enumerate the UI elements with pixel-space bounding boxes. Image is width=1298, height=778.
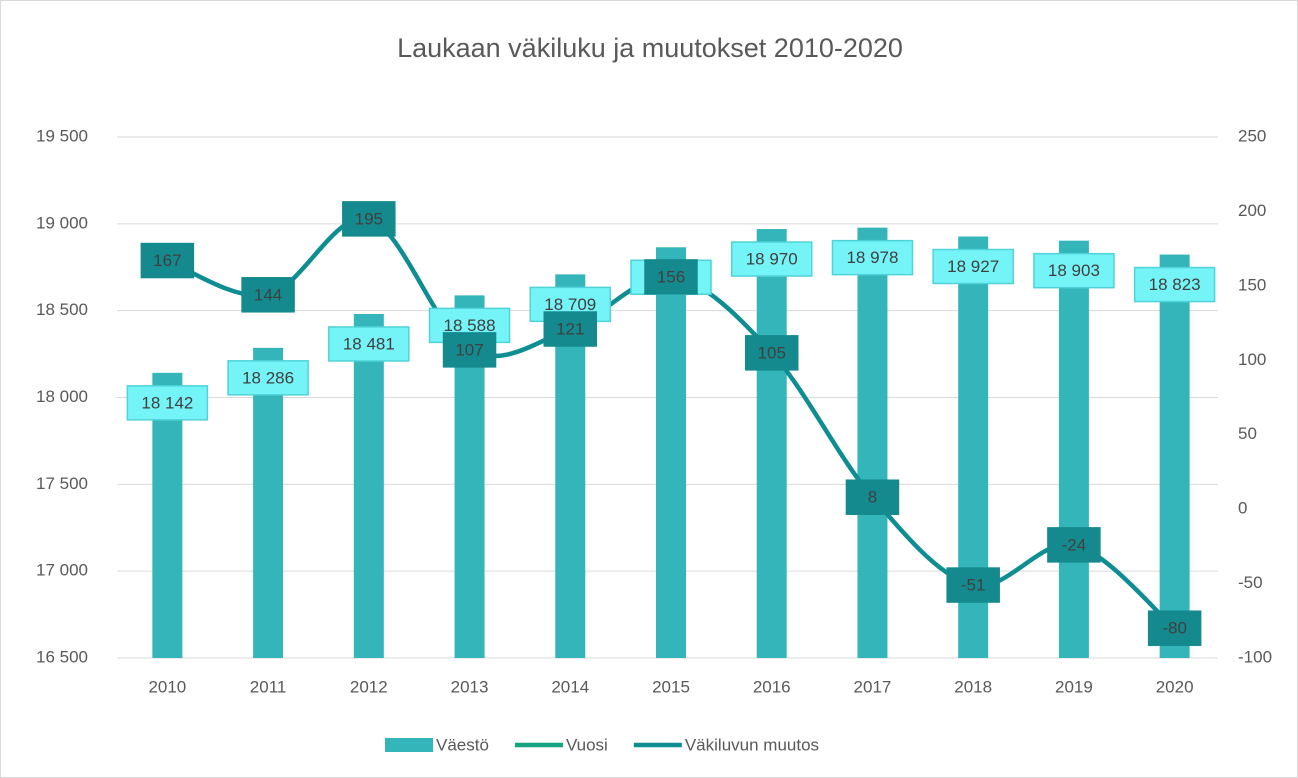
data-label: 18 286: [242, 368, 294, 387]
data-label-box: [644, 259, 698, 295]
y2-tick-label: 200: [1238, 201, 1266, 220]
chart-title: Laukaan väkiluku ja muutokset 2010-2020: [397, 33, 903, 63]
data-label: 121: [556, 320, 584, 339]
legend-item: Väestö: [385, 735, 489, 754]
data-label-box: [543, 311, 598, 347]
y-tick-label: 19 500: [36, 126, 88, 145]
x-tick-label: 2017: [854, 677, 892, 696]
y2-tick-label: 0: [1238, 499, 1247, 518]
bar: [756, 229, 787, 658]
y2-tick-label: -100: [1238, 647, 1272, 666]
y-tick-label: 17 000: [36, 561, 88, 580]
data-label: 8: [868, 488, 877, 507]
data-label: 167: [153, 251, 181, 270]
data-label: 18 588: [444, 316, 496, 335]
legend-label: Väestö: [436, 735, 489, 754]
x-tick-label: 2018: [954, 677, 992, 696]
data-label: 144: [254, 285, 282, 304]
data-label-box: [442, 332, 497, 368]
data-label-box: [730, 241, 813, 277]
x-tick-label: 2012: [350, 677, 388, 696]
y2-tick-label: 50: [1238, 424, 1257, 443]
data-label-box: [1047, 527, 1101, 563]
legend-swatch: [385, 738, 433, 752]
data-label: -80: [1162, 619, 1187, 638]
bar: [1058, 240, 1089, 658]
data-label-box: [241, 277, 295, 313]
data-label-box: [342, 201, 396, 237]
data-label-box: [946, 567, 1000, 603]
data-label-box: [845, 479, 900, 515]
data-label-box: [140, 242, 195, 279]
y2-tick-label: 100: [1238, 350, 1266, 369]
data-label: 107: [455, 340, 483, 359]
y-tick-label: 18 500: [36, 300, 88, 319]
bar: [656, 247, 686, 659]
data-label: 18 481: [343, 334, 395, 353]
x-tick-label: 2015: [652, 677, 690, 696]
data-label-box: [1033, 252, 1115, 289]
data-label: 195: [355, 209, 383, 228]
data-label-box: [227, 360, 309, 396]
y-tick-label: 16 500: [36, 647, 88, 666]
x-tick-label: 2020: [1156, 677, 1194, 696]
y2-tick-label: 250: [1238, 126, 1266, 145]
x-tick-label: 2011: [250, 677, 287, 696]
data-label-box: [328, 326, 410, 362]
legend-label: Vuosi: [566, 735, 608, 754]
legend-label: Väkiluvun muutos: [685, 735, 819, 754]
data-label-box: [744, 335, 799, 371]
data-label-box: [1147, 610, 1202, 646]
bar: [1159, 254, 1190, 658]
data-label-box: [831, 239, 914, 276]
data-label: -51: [961, 576, 986, 595]
data-label: 18 970: [746, 250, 798, 269]
data-label-box: [1133, 266, 1216, 303]
data-label: 18 709: [544, 295, 596, 314]
data-label: -24: [1062, 535, 1087, 554]
bar: [857, 227, 888, 659]
data-label: 156: [657, 267, 685, 286]
data-label-box: [932, 248, 1014, 285]
data-label: 18 978: [846, 248, 898, 267]
y2-tick-label: 150: [1238, 275, 1266, 294]
data-label: 18 823: [1149, 275, 1201, 294]
legend-item: Väkiluvun muutos: [633, 735, 819, 754]
x-tick-label: 2014: [551, 677, 589, 696]
data-label: 105: [758, 343, 786, 362]
data-label: 18 927: [947, 257, 999, 276]
y-tick-label: 18 000: [36, 387, 88, 406]
data-label: 18 903: [1048, 261, 1100, 280]
y-tick-label: 19 000: [36, 213, 88, 232]
y2-tick-label: -50: [1238, 573, 1263, 592]
x-tick-label: 2019: [1055, 677, 1093, 696]
x-tick-label: 2013: [451, 677, 489, 696]
y-tick-label: 17 500: [36, 474, 88, 493]
bar: [353, 313, 384, 658]
x-tick-label: 2016: [753, 677, 791, 696]
data-label: 18 142: [141, 393, 193, 412]
x-tick-label: 2010: [148, 677, 186, 696]
legend-item: Vuosi: [514, 735, 608, 754]
data-label-box: [126, 385, 209, 421]
bar: [253, 347, 284, 658]
